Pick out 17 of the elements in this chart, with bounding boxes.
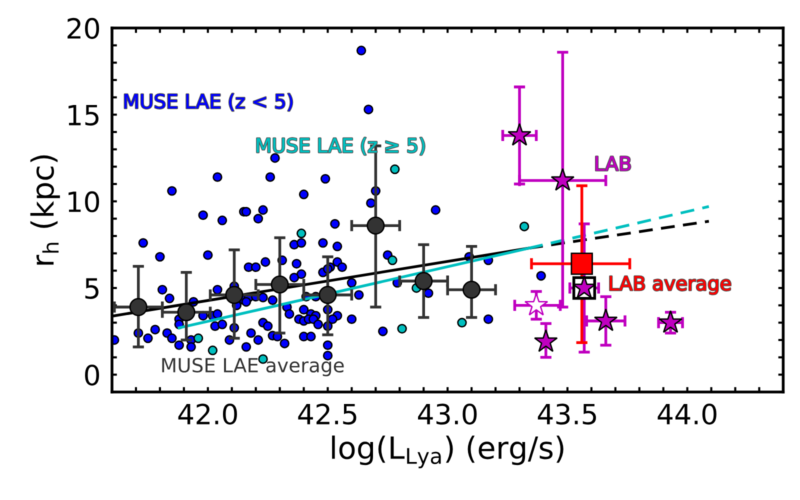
- x-tick-label: 43.0: [418, 404, 477, 425]
- x-tick-label: 43.5: [538, 404, 596, 425]
- series-label: LAB average: [610, 276, 731, 294]
- y-tick-label: 5: [85, 278, 98, 299]
- x-tick-label: 44.0: [658, 404, 716, 425]
- x-tick-label: 42.5: [298, 404, 356, 425]
- text: MUSE LAE (z < 5): [124, 94, 292, 111]
- y-tick-label: 10: [68, 191, 100, 212]
- text: MUSE LAE average: [162, 358, 344, 376]
- y-tick-label: 20: [68, 18, 100, 39]
- y-axis-title: r$_{h}$ (kpc): [30, 155, 60, 265]
- x-axis-title: log(L$_{Lya}$) (erg/s): [332, 436, 564, 468]
- y-tick-label: 15: [68, 104, 98, 126]
- series-label: LAB: [596, 156, 630, 171]
- series-label: MUSE LAE (z ≥ 5): [256, 138, 425, 155]
- x-tick-label: 42.0: [178, 404, 237, 425]
- y-tick-label: 0: [85, 364, 100, 386]
